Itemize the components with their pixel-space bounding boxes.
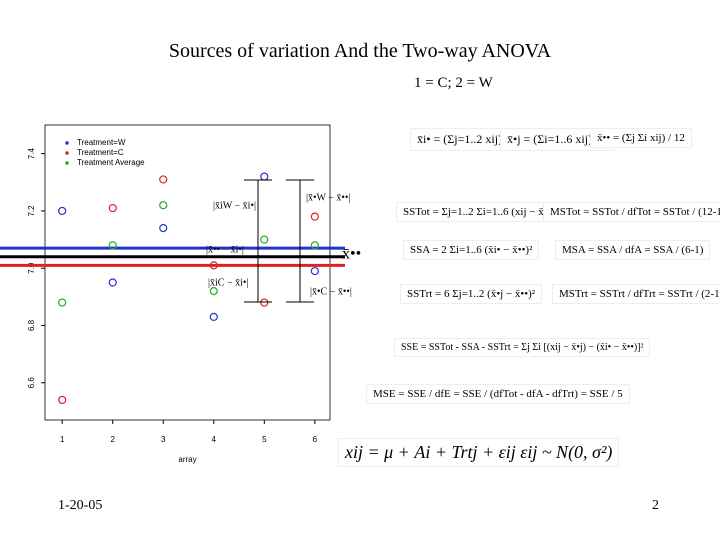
y-tick-label: 6.8	[27, 319, 36, 331]
y-tick-label: 7.4	[27, 148, 36, 160]
formula: SSE = SSTot - SSA - SSTrt = Σj Σi [(xij …	[394, 338, 651, 357]
point	[209, 287, 218, 296]
formula: SSTot = Σj=1..2 Σi=1..6 (xij − x̄••)²	[396, 202, 566, 222]
plot-frame	[44, 124, 331, 421]
formula: MSTrt = SSTrt / dfTrt = SSTrt / (2-1)	[552, 284, 720, 304]
point	[58, 206, 67, 216]
formula: x̄i• = (Σj=1..2 xij) / 2	[410, 128, 525, 151]
point	[159, 175, 168, 184]
formula: x̄•j = (Σi=1..6 xij) / 6	[500, 128, 615, 151]
formula: SSTrt = 6 Σj=1..2 (x̄•j − x̄••)²	[400, 284, 543, 304]
y-tick-label: 7.2	[27, 205, 36, 217]
annotation: |x̄•W − x̄••|	[306, 192, 350, 203]
footer-date: 1-20-05	[58, 498, 103, 513]
point	[58, 298, 67, 307]
point	[58, 395, 67, 405]
page-number: 2	[652, 498, 659, 513]
point	[260, 172, 269, 181]
formula: MSA = SSA / dfA = SSA / (6-1)	[555, 240, 711, 260]
point	[209, 312, 218, 321]
x-tick-label: 2	[110, 435, 115, 444]
point	[260, 298, 269, 307]
slide-title: Sources of variation And the Two-way ANO…	[168, 40, 552, 62]
point	[108, 241, 117, 250]
formula: MSTot = SSTot / dfTot = SSTot / (12-1)	[543, 202, 720, 222]
legend-label: Treatment=W	[77, 138, 126, 147]
legend-marker	[65, 151, 69, 155]
formula: x̄•• = (Σj Σi xij) / 12	[590, 128, 692, 148]
x-axis-label: array	[178, 455, 196, 464]
point	[108, 203, 117, 213]
annotation: |x̄•C − x̄••|	[310, 286, 352, 297]
x-tick-label: 5	[262, 435, 267, 444]
legend-marker	[65, 161, 69, 165]
point	[159, 224, 168, 233]
formula: 1 = C; 2 = W	[408, 72, 499, 95]
point	[310, 212, 319, 221]
legend-label: Treatment=C	[77, 148, 124, 157]
point	[310, 266, 319, 276]
x-tick-label: 4	[212, 435, 217, 444]
annotation: |x̄iW − x̄i•|	[213, 200, 256, 211]
y-tick-label: 6.6	[27, 377, 36, 389]
x-tick-label: 3	[161, 435, 166, 444]
x-tick-label: 1	[60, 435, 65, 444]
point	[260, 235, 269, 244]
legend-label: Treatment Average	[77, 158, 145, 167]
annotation: x̄••	[342, 246, 361, 263]
point	[209, 261, 218, 270]
formula: MSE = SSE / dfE = SSE / (dfTot - dfA - d…	[366, 384, 630, 404]
annotation: |x̄•• − x̄i•|	[206, 244, 244, 255]
point	[108, 278, 117, 287]
point	[159, 201, 168, 210]
formula: SSA = 2 Σi=1..6 (x̄i• − x̄••)²	[403, 240, 540, 260]
model-formula: xij = μ + Ai + Trtj + εij εij ~ N(0, σ²)	[338, 438, 620, 467]
y-tick-label: 7.0	[27, 262, 36, 274]
x-tick-label: 6	[313, 435, 318, 444]
annotation: |x̄iC − x̄i•|	[208, 277, 248, 288]
point	[310, 241, 319, 250]
legend-marker	[65, 141, 69, 145]
